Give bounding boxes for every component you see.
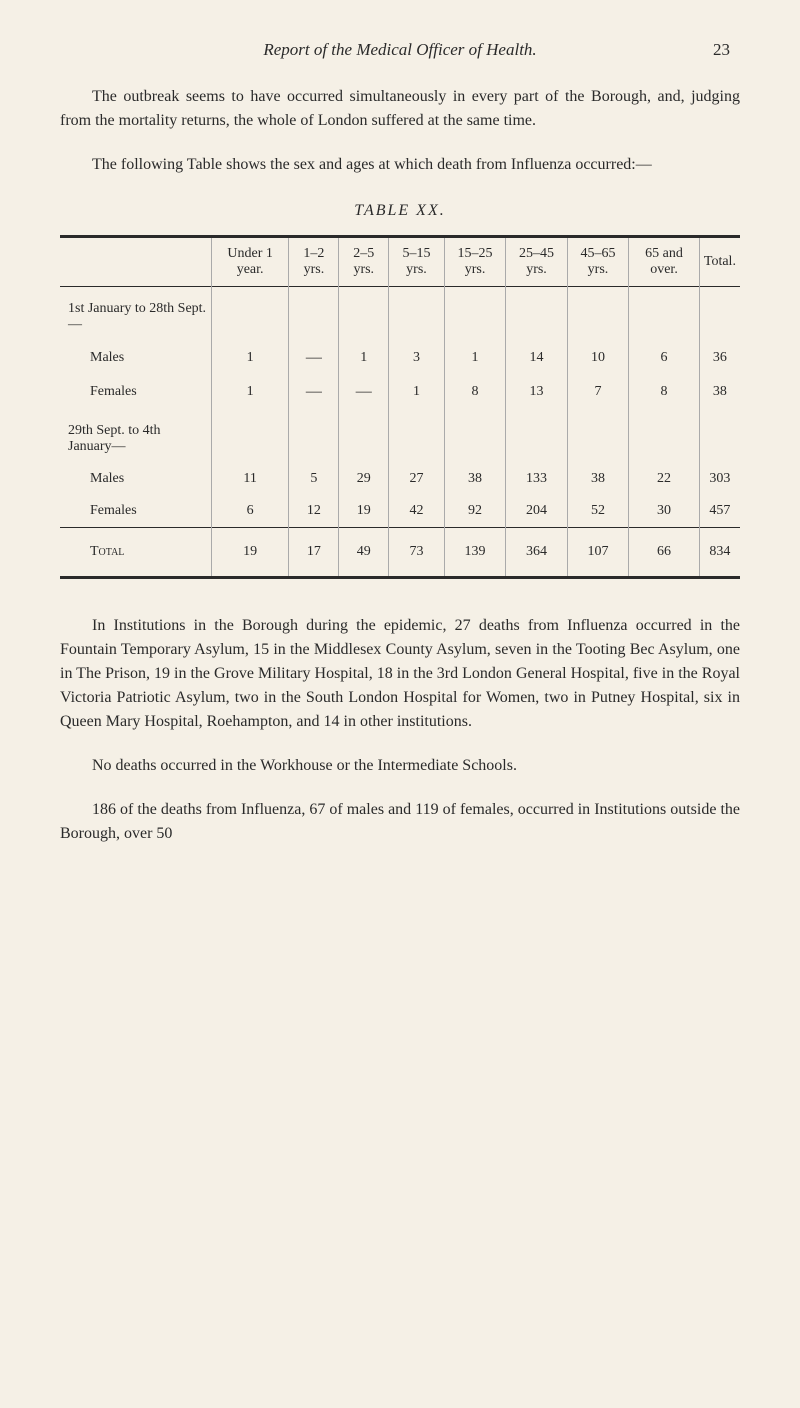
cell: 7 <box>567 375 628 409</box>
col-5-15: 5–15 yrs. <box>389 237 445 287</box>
intro-paragraph-1: The outbreak seems to have occurred simu… <box>60 85 740 133</box>
cell: 303 <box>699 463 740 495</box>
col-25-45: 25–45 yrs. <box>506 237 567 287</box>
group1-label: 1st January to 28th Sept.— <box>60 287 211 342</box>
cell: 139 <box>444 528 505 578</box>
cell: 14 <box>506 341 567 375</box>
group1-header: 1st January to 28th Sept.— <box>60 287 740 342</box>
cell: 1 <box>211 375 289 409</box>
cell: 38 <box>444 463 505 495</box>
cell: 36 <box>699 341 740 375</box>
cell: 92 <box>444 495 505 528</box>
cell: 52 <box>567 495 628 528</box>
body-paragraph-4: No deaths occurred in the Workhouse or t… <box>60 754 740 778</box>
page-header-title: Report of the Medical Officer of Health. <box>60 40 740 60</box>
cell: 30 <box>629 495 700 528</box>
cell: 364 <box>506 528 567 578</box>
cell: 6 <box>629 341 700 375</box>
col-45-65: 45–65 yrs. <box>567 237 628 287</box>
cell: 42 <box>389 495 445 528</box>
cell: 10 <box>567 341 628 375</box>
col-15-25: 15–25 yrs. <box>444 237 505 287</box>
cell: 38 <box>699 375 740 409</box>
page-number: 23 <box>713 40 730 60</box>
cell: 11 <box>211 463 289 495</box>
body-paragraph-3: In Institutions in the Borough during th… <box>60 614 740 734</box>
cell: 27 <box>389 463 445 495</box>
col-65-over: 65 and over. <box>629 237 700 287</box>
col-2-5: 2–5 yrs. <box>339 237 389 287</box>
cell: 8 <box>629 375 700 409</box>
cell: 1 <box>389 375 445 409</box>
intro-paragraph-2: The following Table shows the sex and ag… <box>60 153 740 177</box>
cell: 17 <box>289 528 339 578</box>
group2-header: 29th Sept. to 4th January— <box>60 409 740 463</box>
table-row: Females 6 12 19 42 92 204 52 30 457 <box>60 495 740 528</box>
cell: 107 <box>567 528 628 578</box>
col-label <box>60 237 211 287</box>
table-header-row: Under 1 year. 1–2 yrs. 2–5 yrs. 5–15 yrs… <box>60 237 740 287</box>
cell: 457 <box>699 495 740 528</box>
cell: 8 <box>444 375 505 409</box>
cell: 204 <box>506 495 567 528</box>
cell: 3 <box>389 341 445 375</box>
cell: — <box>289 375 339 409</box>
cell: 5 <box>289 463 339 495</box>
cell: 133 <box>506 463 567 495</box>
cell: 29 <box>339 463 389 495</box>
row-label: Males <box>60 463 211 495</box>
total-row: Total 19 17 49 73 139 364 107 66 834 <box>60 528 740 578</box>
cell: 66 <box>629 528 700 578</box>
cell: 6 <box>211 495 289 528</box>
cell: 1 <box>339 341 389 375</box>
cell: 1 <box>444 341 505 375</box>
cell: 73 <box>389 528 445 578</box>
cell: 22 <box>629 463 700 495</box>
cell: 13 <box>506 375 567 409</box>
cell: 19 <box>211 528 289 578</box>
col-total: Total. <box>699 237 740 287</box>
body-paragraph-5: 186 of the deaths from Influenza, 67 of … <box>60 798 740 846</box>
cell: 12 <box>289 495 339 528</box>
group2-label: 29th Sept. to 4th January— <box>60 409 211 463</box>
total-label: Total <box>60 528 211 578</box>
cell: 49 <box>339 528 389 578</box>
cell: 19 <box>339 495 389 528</box>
cell: 38 <box>567 463 628 495</box>
col-1-2: 1–2 yrs. <box>289 237 339 287</box>
row-label: Females <box>60 375 211 409</box>
cell: — <box>289 341 339 375</box>
row-label: Females <box>60 495 211 528</box>
table-row: Males 1 — 1 3 1 14 10 6 36 <box>60 341 740 375</box>
cell: 1 <box>211 341 289 375</box>
cell: — <box>339 375 389 409</box>
mortality-table: Under 1 year. 1–2 yrs. 2–5 yrs. 5–15 yrs… <box>60 235 740 579</box>
col-under1: Under 1 year. <box>211 237 289 287</box>
table-row: Males 11 5 29 27 38 133 38 22 303 <box>60 463 740 495</box>
cell: 834 <box>699 528 740 578</box>
table-row: Females 1 — — 1 8 13 7 8 38 <box>60 375 740 409</box>
table-title: TABLE XX. <box>60 202 740 220</box>
row-label: Males <box>60 341 211 375</box>
